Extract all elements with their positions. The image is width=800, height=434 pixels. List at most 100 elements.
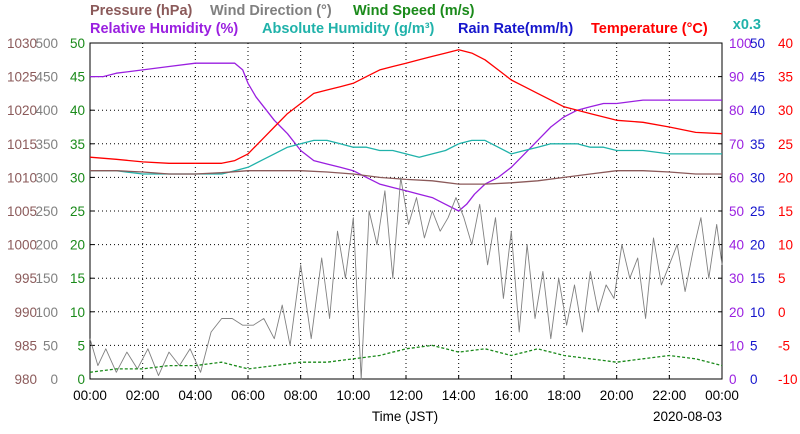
y-tick-label-humidity: 10 xyxy=(729,338,744,353)
y-tick-label-rain-rate: 25 xyxy=(750,204,765,219)
y-tick-label-wind-speed: 50 xyxy=(70,36,85,51)
y-tick-label-wind-direction: 50 xyxy=(43,338,58,353)
y-tick-label-pressure: 990 xyxy=(14,305,37,320)
y-tick-label-temperature: 20 xyxy=(778,170,793,185)
y-tick-label-wind-speed: 25 xyxy=(70,204,85,219)
y-tick-label-rain-rate: 0 xyxy=(750,372,758,387)
y-tick-label-humidity: 50 xyxy=(729,204,744,219)
legend-entry-5: Rain Rate(mm/h) xyxy=(458,21,573,37)
y-tick-label-wind-direction: 500 xyxy=(35,36,58,51)
y-tick-label-wind-direction: 150 xyxy=(35,271,58,286)
y-tick-label-rain-rate: 50 xyxy=(750,36,765,51)
y-tick-label-temperature: -10 xyxy=(778,372,798,387)
series-wind-speed-m-s xyxy=(89,344,723,373)
chart-date: 2020-08-03 xyxy=(653,409,722,424)
x-axis-label: Time (JST) xyxy=(372,409,438,424)
y-tick-label-wind-direction: 350 xyxy=(35,137,58,152)
y-tick-label-humidity: 40 xyxy=(729,238,744,253)
x-tick-label: 08:00 xyxy=(284,388,318,403)
y-tick-label-wind-speed: 0 xyxy=(77,372,85,387)
x-tick-label: 20:00 xyxy=(600,388,634,403)
x-tick-label: 16:00 xyxy=(494,388,528,403)
y-tick-label-wind-direction: 100 xyxy=(35,305,58,320)
y-tick-label-temperature: 30 xyxy=(778,103,793,118)
x-tick-label: 22:00 xyxy=(652,388,686,403)
legend-entry-2: Wind Speed (m/s) xyxy=(353,3,475,19)
y-tick-label-wind-speed: 20 xyxy=(70,238,85,253)
y-tick-label-wind-direction: 0 xyxy=(50,372,58,387)
y-tick-label-pressure: 1000 xyxy=(7,238,37,253)
series-temperature-c xyxy=(89,49,723,164)
y-tick-label-pressure: 1025 xyxy=(7,70,37,85)
scale-note: x0.3 xyxy=(733,17,761,33)
legend-entry-1: Wind Direction (°) xyxy=(210,3,332,19)
y-tick-label-temperature: 0 xyxy=(778,305,786,320)
x-tick-label: 06:00 xyxy=(231,388,265,403)
y-tick-label-wind-speed: 10 xyxy=(70,305,85,320)
x-tick-label: 02:00 xyxy=(126,388,160,403)
legend-entry-3: Relative Humidity (%) xyxy=(90,21,238,37)
y-tick-label-wind-speed: 5 xyxy=(77,338,85,353)
y-tick-label-temperature: 15 xyxy=(778,204,793,219)
legend-entry-6: Temperature (°C) xyxy=(591,21,708,37)
y-tick-label-rain-rate: 45 xyxy=(750,70,765,85)
y-tick-label-wind-speed: 35 xyxy=(70,137,85,152)
legend-entry-0: Pressure (hPa) xyxy=(90,3,193,19)
y-tick-label-humidity: 100 xyxy=(729,36,752,51)
y-tick-label-rain-rate: 35 xyxy=(750,137,765,152)
series-pressure-hpa xyxy=(90,170,722,185)
y-tick-label-wind-direction: 200 xyxy=(35,238,58,253)
x-tick-label: 00:00 xyxy=(705,388,739,403)
y-tick-label-wind-direction: 300 xyxy=(35,170,58,185)
y-tick-label-pressure: 995 xyxy=(14,271,37,286)
x-tick-label: 14:00 xyxy=(442,388,476,403)
series-wind-direction xyxy=(89,176,723,380)
y-tick-label-temperature: -5 xyxy=(778,338,790,353)
y-tick-label-pressure: 980 xyxy=(14,372,37,387)
y-tick-label-wind-direction: 400 xyxy=(35,103,58,118)
y-tick-label-temperature: 10 xyxy=(778,238,793,253)
y-tick-label-humidity: 70 xyxy=(729,137,744,152)
y-tick-label-wind-direction: 250 xyxy=(35,204,58,219)
y-tick-label-wind-speed: 40 xyxy=(70,103,85,118)
y-tick-label-pressure: 1030 xyxy=(7,36,37,51)
y-tick-label-wind-direction: 450 xyxy=(35,70,58,85)
x-tick-label: 00:00 xyxy=(73,388,107,403)
x-tick-label: 12:00 xyxy=(389,388,423,403)
legend-row-2: Relative Humidity (%) Absolute Humidity (… xyxy=(90,21,708,37)
y-tick-label-humidity: 30 xyxy=(729,271,744,286)
axes: 00:00 02:00 04:00 06:00 08:00 10:00 12:00 14:00… xyxy=(7,36,798,403)
y-tick-label-rain-rate: 15 xyxy=(750,271,765,286)
y-tick-label-temperature: 35 xyxy=(778,70,793,85)
y-tick-label-rain-rate: 5 xyxy=(750,338,758,353)
y-tick-label-humidity: 80 xyxy=(729,103,744,118)
series-lines xyxy=(89,49,723,380)
y-tick-label-pressure: 1020 xyxy=(7,103,37,118)
y-tick-label-wind-speed: 45 xyxy=(70,70,85,85)
y-tick-label-temperature: 5 xyxy=(778,271,786,286)
series-relative-humidity xyxy=(90,62,722,212)
x-tick-label: 10:00 xyxy=(336,388,370,403)
y-tick-label-pressure: 985 xyxy=(14,338,37,353)
legend-row-1: Pressure (hPa) Wind Direction (°) Wind Spe… xyxy=(90,3,475,19)
y-tick-label-humidity: 0 xyxy=(729,372,737,387)
legend-entry-4: Absolute Humidity (g/m³) xyxy=(262,21,435,37)
y-tick-label-rain-rate: 10 xyxy=(750,305,765,320)
y-tick-label-rain-rate: 40 xyxy=(750,103,765,118)
y-tick-label-pressure: 1015 xyxy=(7,137,37,152)
y-tick-label-pressure: 1005 xyxy=(7,204,37,219)
y-tick-label-rain-rate: 30 xyxy=(750,170,765,185)
y-tick-label-pressure: 1010 xyxy=(7,170,37,185)
x-tick-label: 04:00 xyxy=(178,388,212,403)
y-tick-label-temperature: 25 xyxy=(778,137,793,152)
y-tick-label-rain-rate: 20 xyxy=(750,238,765,253)
y-tick-label-humidity: 60 xyxy=(729,170,744,185)
y-tick-label-humidity: 20 xyxy=(729,305,744,320)
x-tick-label: 18:00 xyxy=(547,388,581,403)
y-tick-label-wind-speed: 15 xyxy=(70,271,85,286)
y-tick-label-wind-speed: 30 xyxy=(70,170,85,185)
series-absolute-humidity-g-m xyxy=(90,139,722,175)
y-tick-label-temperature: 40 xyxy=(778,36,793,51)
y-tick-label-humidity: 90 xyxy=(729,70,744,85)
